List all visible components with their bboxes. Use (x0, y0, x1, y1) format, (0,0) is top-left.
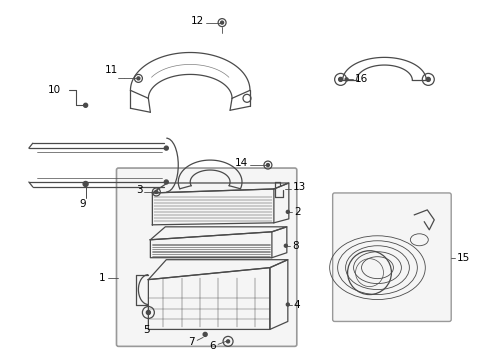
Text: 5: 5 (143, 325, 149, 336)
Text: 2: 2 (294, 207, 300, 217)
Circle shape (203, 332, 207, 336)
Text: 3: 3 (136, 185, 143, 195)
FancyBboxPatch shape (117, 168, 297, 346)
Text: 6: 6 (210, 341, 216, 351)
Text: 12: 12 (191, 15, 204, 26)
Text: 13: 13 (293, 182, 306, 192)
Circle shape (345, 78, 348, 81)
Circle shape (284, 244, 287, 247)
Text: 15: 15 (457, 253, 470, 263)
Circle shape (220, 21, 223, 24)
Circle shape (164, 146, 168, 150)
Text: 9: 9 (79, 199, 86, 209)
Text: 10: 10 (48, 85, 61, 95)
FancyBboxPatch shape (333, 193, 451, 321)
Circle shape (164, 180, 168, 184)
Circle shape (226, 340, 229, 343)
Text: 8: 8 (292, 241, 298, 251)
Circle shape (147, 310, 150, 315)
Circle shape (339, 77, 343, 81)
Circle shape (83, 181, 88, 186)
Text: 1: 1 (99, 273, 105, 283)
Circle shape (426, 77, 430, 81)
Text: 14: 14 (235, 158, 248, 168)
Circle shape (84, 103, 88, 107)
Text: 7: 7 (189, 337, 195, 347)
Circle shape (137, 77, 140, 80)
Text: 4: 4 (294, 300, 300, 310)
Circle shape (267, 163, 270, 167)
Circle shape (286, 303, 289, 306)
Circle shape (286, 210, 289, 213)
Text: 11: 11 (105, 66, 119, 76)
Text: 16: 16 (355, 75, 368, 84)
Circle shape (155, 190, 158, 193)
